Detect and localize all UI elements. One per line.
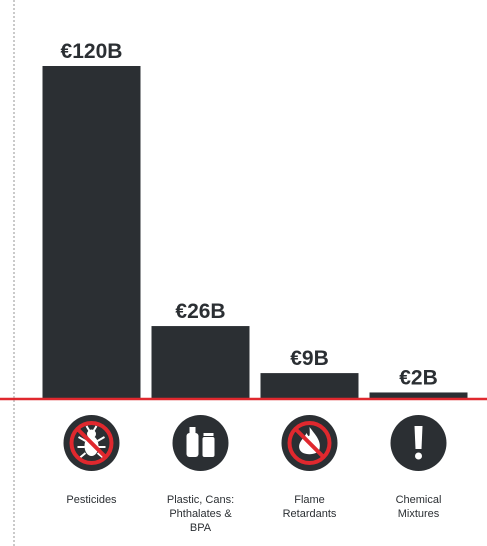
chemical-icon xyxy=(390,415,447,471)
bar xyxy=(42,66,141,398)
value-label: €2B xyxy=(399,366,438,389)
bars: €120B €26B €9B €2B xyxy=(42,40,468,398)
plastic-icon xyxy=(172,415,229,471)
category-label: Pesticides xyxy=(66,494,117,506)
category-label: Flame Retardants xyxy=(282,494,337,520)
bar xyxy=(151,326,250,398)
pesticide-icon xyxy=(63,415,120,471)
flame-icon xyxy=(281,415,338,471)
bar xyxy=(260,373,359,398)
category-label: Plastic, Cans: Phthalates & BPA xyxy=(166,494,235,534)
value-label: €9B xyxy=(290,347,329,370)
bar xyxy=(369,392,468,398)
value-label: €120B xyxy=(61,40,123,63)
category-label: Chemical Mixtures xyxy=(395,494,442,520)
value-label: €26B xyxy=(175,300,225,323)
